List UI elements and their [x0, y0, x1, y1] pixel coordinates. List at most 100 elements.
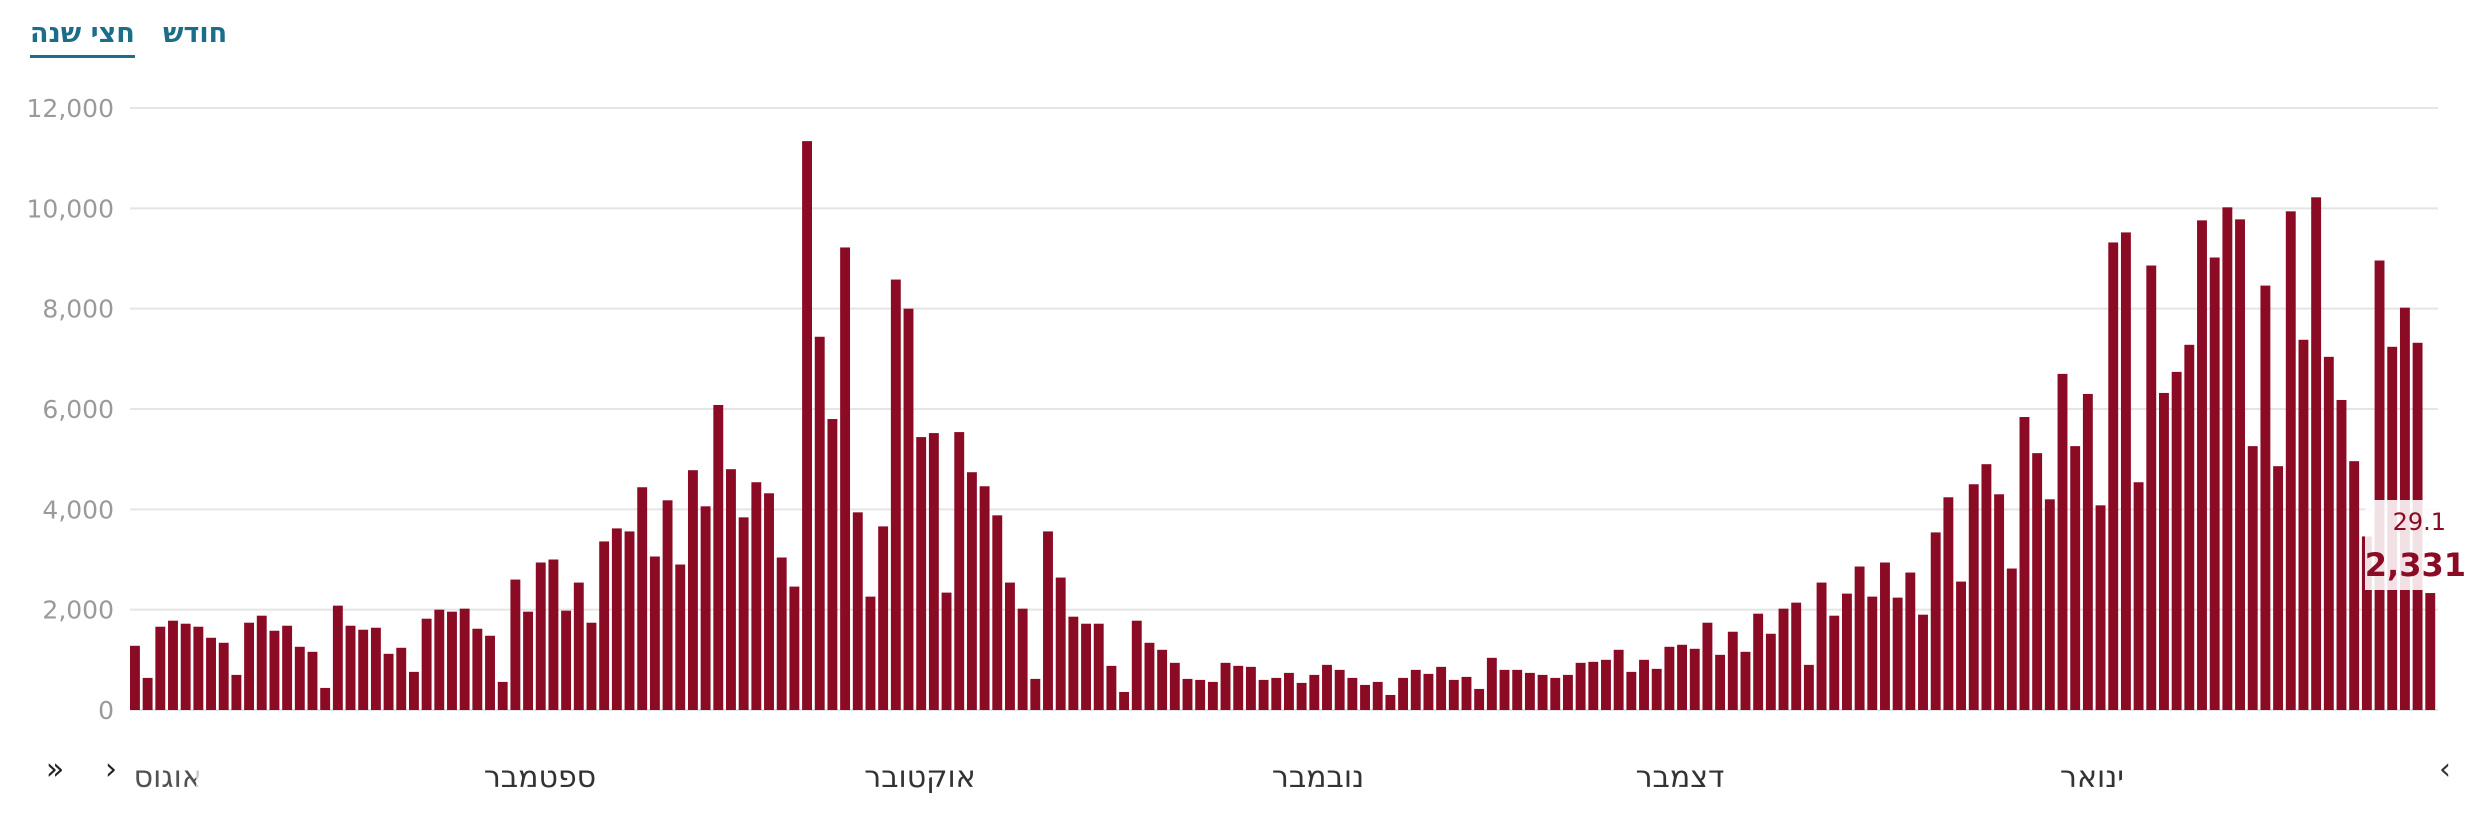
bar[interactable]	[2006, 568, 2017, 710]
bar[interactable]	[358, 629, 369, 710]
bar[interactable]	[1017, 608, 1028, 710]
bar[interactable]	[1093, 623, 1104, 710]
bar[interactable]	[130, 645, 140, 710]
bar[interactable]	[1385, 694, 1396, 710]
bar[interactable]	[2273, 466, 2284, 710]
bar[interactable]	[1613, 649, 1624, 710]
tab-half-year[interactable]: חצי שנה	[30, 18, 135, 58]
bar[interactable]	[345, 625, 356, 710]
bar[interactable]	[2298, 339, 2309, 710]
bar[interactable]	[954, 432, 965, 710]
bar[interactable]	[700, 506, 711, 710]
bar[interactable]	[1626, 671, 1637, 710]
bar[interactable]	[2019, 417, 2030, 710]
bar[interactable]	[193, 626, 204, 710]
bar[interactable]	[459, 608, 470, 710]
bar[interactable]	[979, 486, 990, 710]
bar[interactable]	[1284, 672, 1294, 710]
bar[interactable]	[1803, 664, 1814, 710]
bar[interactable]	[320, 687, 331, 710]
bar[interactable]	[2044, 499, 2055, 710]
bar[interactable]	[1372, 681, 1383, 710]
bar[interactable]	[1512, 669, 1523, 710]
bar[interactable]	[1765, 633, 1776, 710]
bar[interactable]	[1220, 662, 1231, 710]
bar[interactable]	[1055, 577, 1066, 710]
bar[interactable]	[903, 308, 914, 710]
bar[interactable]	[485, 635, 495, 710]
bar[interactable]	[865, 596, 876, 710]
bar[interactable]	[916, 437, 927, 710]
bar[interactable]	[1157, 649, 1168, 710]
bar[interactable]	[2323, 356, 2334, 710]
bar[interactable]	[168, 620, 178, 710]
bar[interactable]	[561, 610, 572, 710]
bar[interactable]	[1968, 484, 1979, 710]
nav-prev-button[interactable]: ›	[105, 752, 117, 787]
bar[interactable]	[1892, 597, 1903, 710]
bar[interactable]	[1410, 669, 1421, 710]
bar[interactable]	[307, 651, 318, 710]
bar[interactable]	[637, 487, 648, 710]
bar[interactable]	[1474, 688, 1485, 710]
bar[interactable]	[1702, 622, 1713, 710]
tab-month[interactable]: חודש	[163, 18, 228, 49]
bar[interactable]	[687, 470, 698, 710]
bar[interactable]	[1296, 682, 1307, 710]
bar[interactable]	[2285, 211, 2296, 710]
bar[interactable]	[878, 526, 889, 710]
bar[interactable]	[2336, 399, 2347, 710]
bar[interactable]	[2032, 453, 2043, 710]
bar[interactable]	[2374, 260, 2385, 710]
bar[interactable]	[497, 681, 508, 710]
bar[interactable]	[1880, 562, 1890, 710]
bar[interactable]	[1499, 669, 1510, 710]
bar[interactable]	[332, 605, 343, 710]
bar[interactable]	[1664, 646, 1675, 710]
bar[interactable]	[738, 517, 749, 710]
bar[interactable]	[269, 630, 280, 710]
bar[interactable]	[2197, 220, 2207, 710]
bar[interactable]	[1119, 691, 1130, 710]
bar[interactable]	[1715, 654, 1726, 710]
bar[interactable]	[2070, 446, 2081, 710]
bar[interactable]	[675, 564, 686, 710]
bar[interactable]	[2260, 285, 2271, 710]
nav-next-button[interactable]: ‹	[2439, 752, 2451, 787]
bar[interactable]	[383, 653, 394, 710]
bar[interactable]	[764, 493, 774, 710]
bar[interactable]	[396, 647, 407, 710]
bar[interactable]	[890, 279, 901, 710]
bar[interactable]	[1233, 665, 1244, 710]
bar[interactable]	[155, 626, 166, 710]
bar[interactable]	[370, 627, 381, 710]
bar[interactable]	[1639, 659, 1649, 710]
bar[interactable]	[941, 592, 952, 710]
bar[interactable]	[1930, 532, 1941, 710]
bar[interactable]	[2349, 461, 2360, 710]
bar[interactable]	[1322, 664, 1332, 710]
bar[interactable]	[802, 141, 812, 711]
bar[interactable]	[1182, 678, 1193, 710]
bar[interactable]	[1081, 623, 1091, 710]
bar[interactable]	[1245, 666, 1256, 710]
bar[interactable]	[421, 618, 432, 710]
bar[interactable]	[1207, 681, 1218, 710]
bar[interactable]	[2095, 505, 2106, 710]
bar[interactable]	[992, 515, 1003, 710]
bar[interactable]	[510, 579, 521, 710]
bar[interactable]	[2311, 197, 2322, 711]
bar[interactable]	[1461, 676, 1472, 710]
bar[interactable]	[2120, 232, 2131, 710]
bar[interactable]	[776, 557, 787, 710]
bar[interactable]	[1829, 615, 1840, 710]
bar[interactable]	[1030, 678, 1041, 710]
bar[interactable]	[1943, 497, 1954, 710]
bar[interactable]	[434, 609, 445, 710]
bar[interactable]	[1588, 661, 1599, 710]
bar[interactable]	[1778, 608, 1789, 710]
bar[interactable]	[751, 482, 762, 710]
bar[interactable]	[611, 528, 622, 710]
bar[interactable]	[1271, 677, 1282, 710]
bar[interactable]	[180, 623, 191, 710]
